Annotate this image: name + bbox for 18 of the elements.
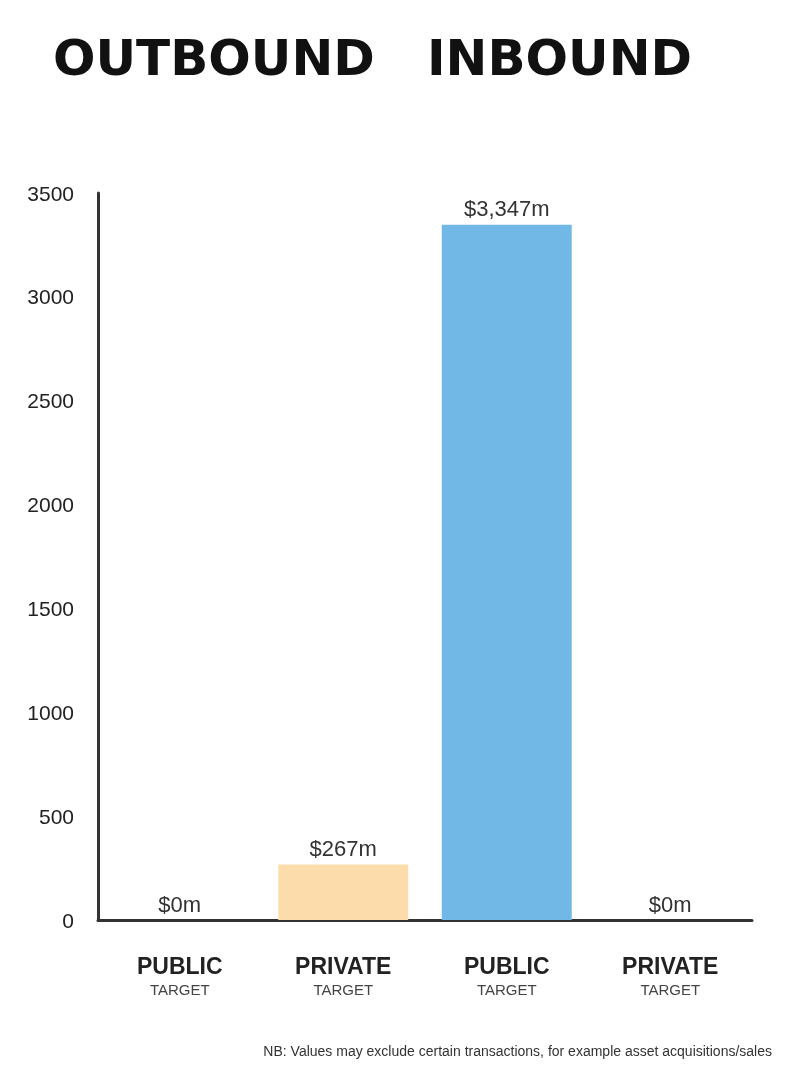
chart-title: OUTBOUND INBOUND: [53, 29, 693, 87]
y-tick-label: 2000: [27, 493, 74, 517]
y-tick-label: 500: [38, 804, 74, 828]
data-label: $3,347m: [463, 196, 550, 222]
y-tick-label: 1000: [27, 700, 74, 724]
y-tick-label: 3500: [27, 181, 74, 205]
y-tick-label: 1500: [27, 596, 74, 620]
text: NB: Values may exclude certain transactions, for example asset acquisitions/sales: [263, 1043, 773, 1059]
x-tick-label: PRIVATE TARGET: [295, 953, 392, 998]
x-tick-label: PUBLIC TARGET: [463, 953, 550, 998]
data-label: $267m: [309, 836, 377, 862]
y-tick-label: 0: [62, 908, 74, 932]
x-tick-label: PRIVATE TARGET: [622, 953, 719, 998]
data-label: $0m: [158, 891, 202, 917]
y-tick-label: 2500: [27, 389, 74, 413]
data-label: $0m: [648, 891, 692, 917]
x-tick-label: PUBLIC TARGET: [136, 953, 223, 998]
y-tick-label: 3000: [27, 285, 74, 309]
